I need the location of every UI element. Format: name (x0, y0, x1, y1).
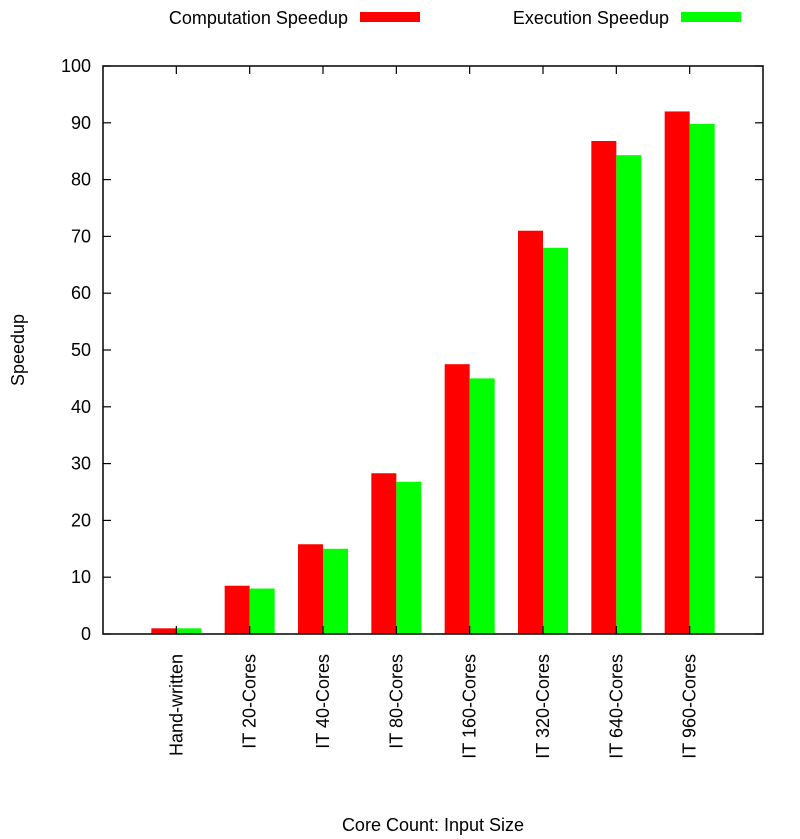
y-axis-label: Speedup (8, 314, 28, 386)
y-tick-label: 90 (71, 113, 91, 133)
x-axis: Hand-written IT 20-Cores IT 40-Cores IT 80-… (166, 66, 700, 759)
x-tick-label: Hand-written (166, 654, 186, 756)
bar-execution (323, 548, 348, 634)
legend-swatch-execution (681, 12, 741, 22)
bar-computation (518, 230, 543, 634)
bar-execution (249, 588, 275, 634)
y-tick-label: 10 (71, 567, 91, 587)
legend-label-execution: Execution Speedup (513, 8, 669, 28)
bar-execution (689, 123, 715, 634)
y-tick-label: 20 (71, 510, 91, 530)
bar-execution (176, 628, 202, 634)
bar-computation (151, 628, 177, 634)
bar-execution (469, 378, 495, 634)
y-tick-label: 80 (71, 170, 91, 190)
bar-computation (224, 585, 250, 634)
y-tick-label: 0 (81, 624, 91, 644)
bar-execution (616, 155, 642, 634)
legend: Computation Speedup Execution Speedup (169, 8, 741, 28)
bars-layer (151, 111, 715, 634)
x-tick-label: IT 160-Cores (460, 654, 480, 759)
y-tick-label: 70 (71, 226, 91, 246)
legend-label-computation: Computation Speedup (169, 8, 348, 28)
x-tick-label: IT 320-Cores (533, 654, 553, 759)
y-tick-label: 100 (61, 56, 91, 76)
bar-computation (664, 111, 690, 634)
bar-computation (371, 473, 397, 634)
y-tick-label: 60 (71, 283, 91, 303)
x-tick-label: IT 40-Cores (313, 654, 333, 749)
y-tick-label: 30 (71, 454, 91, 474)
x-tick-label: IT 960-Cores (680, 654, 700, 759)
bar-execution (543, 247, 568, 634)
bar-computation (444, 364, 470, 634)
y-axis: 0 10 20 30 40 50 60 70 80 90 100 (61, 56, 763, 644)
x-tick-label: IT 20-Cores (240, 654, 260, 749)
bar-computation (298, 544, 323, 634)
legend-swatch-computation (360, 12, 420, 22)
x-axis-label: Core Count: Input Size (342, 815, 524, 835)
y-tick-label: 50 (71, 340, 91, 360)
bar-execution (396, 481, 422, 634)
y-tick-label: 40 (71, 397, 91, 417)
bar-computation (591, 140, 617, 634)
plot-frame (102, 65, 764, 635)
x-tick-label: IT 640-Cores (606, 654, 626, 759)
x-tick-label: IT 80-Cores (386, 654, 406, 749)
